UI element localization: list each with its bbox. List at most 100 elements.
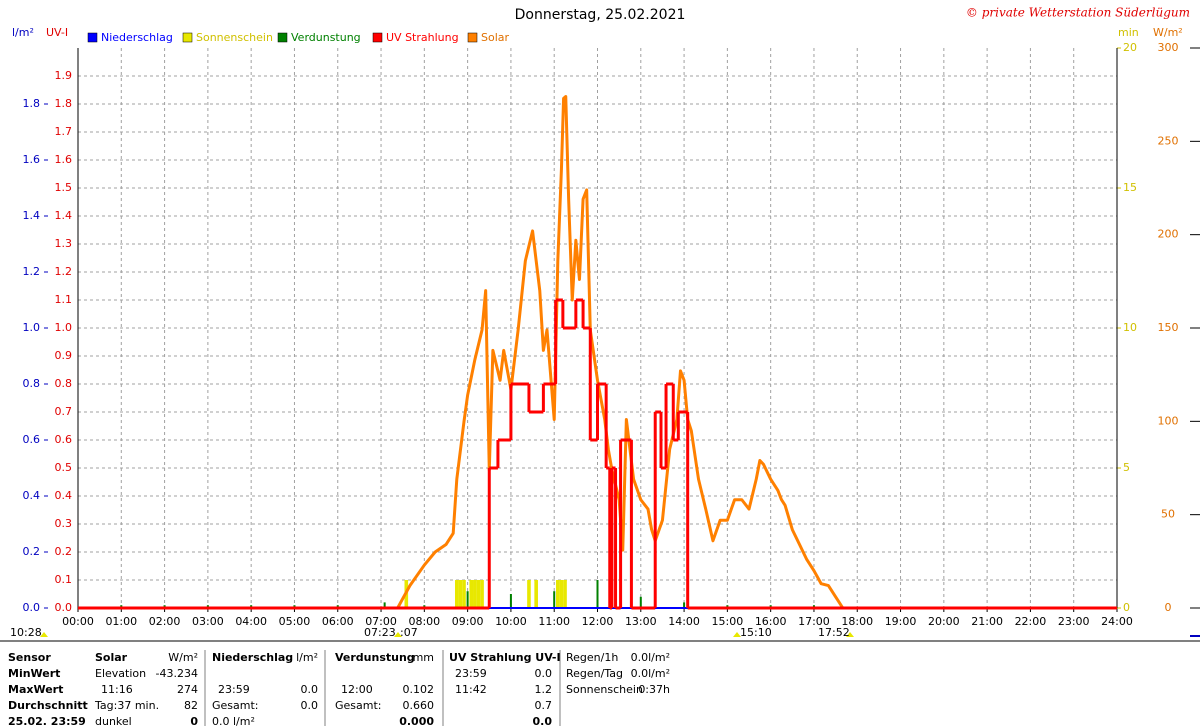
- uv-tick-label: 0.4: [55, 489, 73, 502]
- table-cell: Elevation: [95, 667, 146, 680]
- bar: [639, 596, 642, 608]
- bar: [509, 594, 512, 608]
- bar: [553, 591, 556, 608]
- uv-tick-label: 1.2: [55, 265, 73, 278]
- y-tick-label: 0.8: [23, 377, 41, 390]
- x-tick-label: 22:00: [1015, 615, 1047, 628]
- table-cell: 0.7: [535, 699, 553, 712]
- bar: [527, 580, 531, 608]
- uv-tick-label: 1.0: [55, 321, 73, 334]
- sun-marker: [846, 632, 854, 637]
- table-cell: 82: [184, 699, 198, 712]
- min-tick-label: 20: [1123, 41, 1137, 54]
- wm2-tick-label: 200: [1158, 228, 1179, 241]
- legend-label: Solar: [481, 31, 510, 44]
- table-cell: 0.0 l/m²: [212, 715, 255, 726]
- table-cell: Niederschlag: [212, 651, 293, 664]
- table-cell: 0.0l/m²: [631, 667, 670, 680]
- table-cell: 23:59: [455, 667, 487, 680]
- x-tick-label: 16:00: [755, 615, 787, 628]
- table-cell: 0.0: [535, 667, 553, 680]
- axis-unit: min: [1118, 26, 1139, 39]
- table-cell: 11:16: [101, 683, 133, 696]
- x-tick-label: 12:00: [582, 615, 614, 628]
- annotation: 07:23: [364, 626, 396, 639]
- table-cell: Tag:37 min.: [94, 699, 159, 712]
- legend-swatch: [277, 32, 288, 43]
- y-tick-label: 1.6: [23, 153, 41, 166]
- table-cell: Regen/1h: [566, 651, 618, 664]
- table-cell: Sensor: [8, 651, 51, 664]
- x-tick-label: 15:00: [712, 615, 744, 628]
- x-tick-label: 09:00: [452, 615, 484, 628]
- table-lines: [204, 650, 561, 726]
- annotation: 10:28: [10, 626, 42, 639]
- y-tick-label: 1.2: [23, 265, 41, 278]
- x-tick-label: 14:00: [668, 615, 700, 628]
- x-tick-label: 08:00: [408, 615, 440, 628]
- x-tick-label: 05:00: [279, 615, 311, 628]
- uv-tick-label: 1.8: [55, 97, 73, 110]
- table-cell: Regen/Tag: [566, 667, 623, 680]
- bar: [462, 580, 466, 608]
- table-cell: Sonnenschein: [566, 683, 643, 696]
- table-cell: UV Strahlung UV-I: [449, 651, 561, 664]
- table-cell: W/m²: [168, 651, 198, 664]
- bar: [466, 591, 469, 608]
- table-cell: 0: [190, 715, 198, 726]
- min-tick-label: 5: [1123, 461, 1130, 474]
- annotation: :07: [400, 626, 418, 639]
- y-tick-label: 0.6: [23, 433, 41, 446]
- bar: [454, 580, 459, 608]
- annotation: 15:10: [740, 626, 772, 639]
- uv-tick-label: 0.5: [55, 461, 73, 474]
- bar: [556, 580, 560, 608]
- annotation: 17:52: [818, 626, 850, 639]
- table-cell: 0.0l/m²: [631, 651, 670, 664]
- uv-tick-label: 0.1: [55, 573, 73, 586]
- x-tick-label: 21:00: [971, 615, 1003, 628]
- wm2-tick-label: 250: [1158, 134, 1179, 147]
- table-cell: 0.660: [403, 699, 435, 712]
- x-tick-label: 04:00: [235, 615, 267, 628]
- table-cell: 0:37h: [638, 683, 670, 696]
- y-tick-label: 1.0: [23, 321, 41, 334]
- table-cell: l/m²: [296, 651, 318, 664]
- x-tick-label: 13:00: [625, 615, 657, 628]
- table-cell: 12:00: [341, 683, 373, 696]
- axis-unit: l/m²: [12, 26, 34, 39]
- table-cell: Durchschnitt: [8, 699, 88, 712]
- table-cell: Verdunstung: [335, 651, 415, 664]
- table-cell: MaxWert: [8, 683, 63, 696]
- legend-label: Sonnenschein: [196, 31, 273, 44]
- sun-marker: [733, 632, 741, 637]
- y-tick-label: 1.8: [23, 97, 41, 110]
- axis-unit: W/m²: [1153, 26, 1183, 39]
- x-tick-label: 06:00: [322, 615, 354, 628]
- uv-tick-label: 1.9: [55, 69, 73, 82]
- bar: [480, 580, 484, 608]
- x-tick-label: 19:00: [885, 615, 917, 628]
- bar: [563, 580, 567, 608]
- x-tick-label: 24:00: [1101, 615, 1133, 628]
- x-tick-label: 18:00: [841, 615, 873, 628]
- bar: [476, 580, 481, 608]
- legend-swatch: [182, 32, 193, 43]
- wm2-tick-label: 50: [1161, 508, 1175, 521]
- legend-swatch: [87, 32, 98, 43]
- bar: [469, 580, 474, 608]
- min-tick-label: 10: [1123, 321, 1137, 334]
- table-cell: 0.0: [533, 715, 553, 726]
- wm2-tick-label: 150: [1158, 321, 1179, 334]
- min-tick-label: 0: [1123, 601, 1130, 614]
- sun-marker: [40, 632, 48, 637]
- uv-tick-label: 1.6: [55, 153, 73, 166]
- bar: [473, 580, 477, 608]
- table-cell: dunkel: [95, 715, 132, 726]
- legend-swatch: [467, 32, 478, 43]
- table-cell: 0.0: [301, 699, 319, 712]
- legend-label: Niederschlag: [101, 31, 173, 44]
- y-tick-label: 0.2: [23, 545, 41, 558]
- bar: [534, 580, 538, 608]
